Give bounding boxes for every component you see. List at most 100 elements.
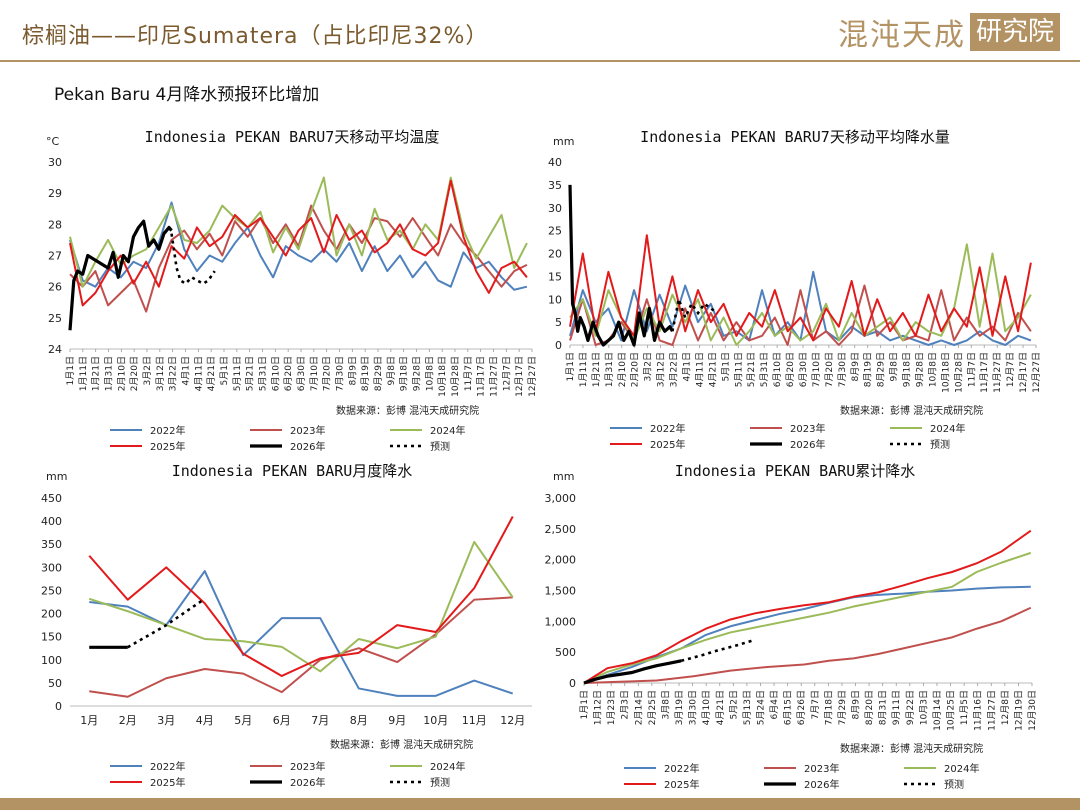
x-tick-label: 7月7日: [810, 690, 821, 719]
legend-label: 2026年: [290, 440, 325, 453]
y-axis-unit: mm: [553, 470, 574, 483]
legend-label: 2023年: [790, 422, 825, 435]
x-tick-label: 9月22日: [905, 690, 916, 725]
x-tick-label: 3月12日: [656, 352, 667, 387]
x-tick-label: 7月: [311, 714, 329, 727]
series-line-2022年: [569, 270, 1032, 346]
y-tick-label: 30: [548, 202, 562, 215]
chart-title: Indonesia PEKAN BARU7天移动平均降水量: [640, 128, 950, 146]
x-tick-label: 5月11日: [733, 352, 744, 387]
x-tick-label: 8月19日: [360, 356, 371, 391]
y-tick-label: 29: [48, 187, 62, 200]
x-tick-label: 4月10日: [701, 690, 712, 725]
chart-monthly: Indonesia PEKAN BARU月度降水 mm 0 50 100 150 200 25…: [41, 462, 532, 789]
x-tick-label: 9月: [388, 714, 406, 727]
x-tick-label: 5月21日: [746, 352, 757, 387]
x-tick-label: 8月20日: [864, 690, 875, 725]
x-tick-label: 6月10日: [772, 352, 783, 387]
x-tick-label: 10月: [423, 714, 448, 727]
x-tick-label: 6月4日: [769, 690, 780, 719]
y-tick-label: 40: [548, 156, 562, 169]
legend-label: 预测: [930, 438, 950, 451]
chart-cumulative: Indonesia PEKAN BARU累计降水 mm 0 500 1,000 1,500…: [545, 462, 1039, 791]
x-tick-label: 7月30日: [335, 356, 346, 391]
y-tick-label: 100: [41, 654, 62, 667]
series-line-forecast: [127, 597, 206, 649]
legend-label: 2026年: [804, 778, 839, 791]
x-tick-label: 9月18日: [399, 356, 410, 391]
y-tick-label: 15: [548, 270, 562, 283]
x-tick-label: 4月11日: [694, 352, 705, 387]
x-tick-label: 7月20日: [824, 352, 835, 387]
series-line-2023年: [583, 606, 1032, 684]
x-tick-label: 8月19日: [863, 352, 874, 387]
x-tick-label: 10月28日: [450, 356, 461, 397]
series-line-2023年: [569, 284, 1032, 346]
legend-label: 预测: [430, 440, 450, 453]
logo-text: 混沌天成: [837, 18, 966, 53]
chart-title: Indonesia PEKAN BARU月度降水: [172, 462, 413, 480]
x-tick-label: 6月20日: [283, 356, 294, 391]
x-tick-label: 9月28日: [915, 352, 926, 387]
x-tick-label: 10月14日: [932, 690, 943, 731]
x-tick-label: 3月: [157, 714, 175, 727]
x-tick-label: 4月1日: [682, 352, 693, 381]
footer-bar: [0, 798, 1080, 810]
x-tick-label: 11月27日: [992, 352, 1003, 393]
legend-label: 2022年: [650, 422, 685, 435]
y-tick-label: 150: [41, 631, 62, 644]
x-tick-label: 11月17日: [979, 352, 990, 393]
series-line-2025年: [88, 516, 514, 677]
series-line-2026年: [68, 219, 173, 331]
chart-rain7: Indonesia PEKAN BARU7天移动平均降水量mm051015202…: [548, 128, 1042, 451]
x-tick-label: 2月20日: [129, 356, 140, 391]
y-axis-unit: °C: [46, 135, 60, 148]
y-tick-label: 10: [548, 293, 562, 306]
y-tick-label: 1,000: [545, 615, 577, 628]
y-tick-label: 20: [548, 248, 562, 261]
y-tick-label: 27: [48, 250, 62, 263]
x-tick-label: 10月18日: [437, 356, 448, 397]
x-tick-label: 10月18日: [940, 352, 951, 393]
x-tick-label: 12月: [500, 714, 525, 727]
x-tick-label: 11月: [462, 714, 487, 727]
x-tick-label: 3月22日: [168, 356, 179, 391]
x-tick-label: 9月11日: [891, 690, 902, 725]
x-tick-label: 6月26日: [796, 690, 807, 725]
series-line-2023年: [69, 204, 528, 313]
x-tick-label: 1月1日: [65, 356, 76, 385]
series-line-forecast: [680, 638, 756, 663]
x-tick-label: 1月11日: [78, 356, 89, 391]
header-divider: [0, 60, 1080, 62]
y-tick-label: 2,000: [545, 554, 577, 567]
x-tick-label: 3月19日: [674, 690, 685, 725]
y-tick-label: 24: [48, 343, 62, 356]
x-tick-label: 2月10日: [617, 352, 628, 387]
x-tick-label: 2月20日: [630, 352, 641, 387]
x-tick-label: 5月13日: [742, 690, 753, 725]
y-tick-label: 250: [41, 584, 62, 597]
x-tick-label: 5月1日: [720, 352, 731, 381]
x-tick-label: 12月8日: [1000, 690, 1011, 725]
x-tick-label: 1月12日: [593, 690, 604, 725]
x-tick-label: 1月11日: [578, 352, 589, 387]
y-tick-label: 50: [48, 677, 62, 690]
x-tick-label: 2月10日: [116, 356, 127, 391]
x-tick-label: 4月21日: [206, 356, 217, 391]
x-tick-label: 1月21日: [91, 356, 102, 391]
x-tick-label: 6月10日: [270, 356, 281, 391]
x-tick-label: 7月10日: [309, 356, 320, 391]
x-tick-label: 1月: [80, 714, 98, 727]
x-tick-label: 5月21日: [245, 356, 256, 391]
x-tick-label: 6月15日: [783, 690, 794, 725]
data-source: 数据来源：彭博 混沌天成研究院: [330, 738, 473, 751]
chart-title: Indonesia PEKAN BARU7天移动平均温度: [145, 128, 440, 146]
x-tick-label: 10月8日: [424, 356, 435, 391]
x-tick-label: 8月31日: [878, 690, 889, 725]
x-tick-label: 4月: [196, 714, 214, 727]
x-tick-label: 6月20日: [785, 352, 796, 387]
y-tick-label: 28: [48, 218, 62, 231]
series-line-2022年: [583, 585, 1031, 684]
x-tick-label: 9月8日: [889, 352, 900, 381]
y-tick-label: 450: [41, 492, 62, 505]
